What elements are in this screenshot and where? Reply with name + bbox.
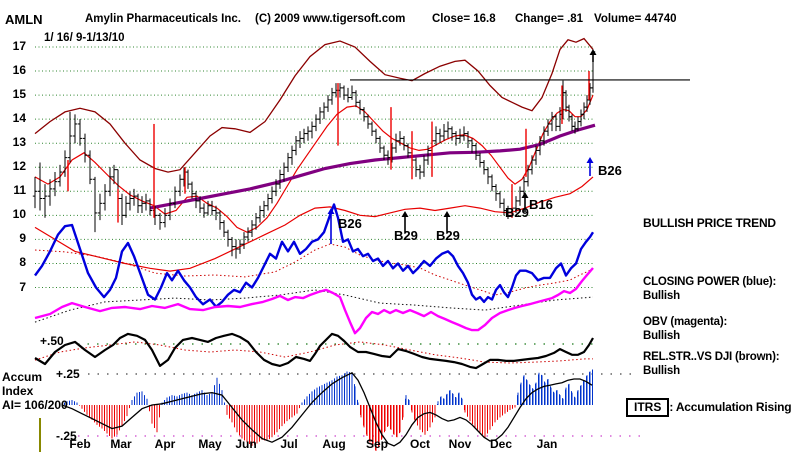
signal-label: B16 [529, 197, 553, 212]
relstr-label: REL.STR..VS DJI (brown): [643, 351, 780, 363]
accum-index-histogram [61, 369, 593, 451]
month-label: Dec [489, 437, 513, 451]
price-tick-label: 17 [12, 39, 26, 53]
change-value: Change= .81 [515, 13, 584, 25]
obv-label: OBV (magenta): [643, 316, 728, 328]
company-name: Amylin Pharmaceuticals Inc. [85, 13, 241, 25]
month-label: Feb [69, 437, 91, 451]
volume-value: Volume= 44740 [594, 13, 677, 25]
signal-label: B29 [394, 228, 418, 243]
price-tick-label: 8 [19, 255, 26, 270]
copyright-text: (C) 2009 www.tigersoft.com [255, 13, 406, 25]
month-label: Nov [448, 437, 472, 451]
price-trend-status: BULLISH PRICE TREND [643, 216, 776, 230]
itrs-row: ITRS: Accumulation Rising [626, 398, 792, 417]
price-tick-label: 11 [13, 183, 26, 198]
ref-label-plus50: +.50 [40, 334, 64, 348]
ref-label-minus25: -.25 [56, 429, 77, 443]
month-label: Oct [409, 437, 431, 451]
signal-label: B29 [436, 228, 460, 243]
lower-band-line [34, 176, 594, 272]
price-tick-label: 10 [12, 207, 26, 222]
close-value: Close= 16.8 [432, 13, 496, 25]
ticker-symbol: AMLN [5, 12, 43, 27]
itrs-status: : Accumulation Rising [669, 400, 792, 414]
signal-label: B26 [338, 216, 362, 231]
closing-power-label: CLOSING POWER (blue): [643, 276, 777, 288]
month-label: Mar [110, 437, 132, 451]
closing-power-status: Bullish [643, 290, 680, 302]
month-label: Jun [235, 437, 257, 451]
price-tick-label: 15 [12, 87, 26, 102]
itrs-badge: ITRS [626, 398, 670, 417]
date-range: 1/ 16/ 9-1/13/10 [44, 32, 125, 44]
accum-signal-line [61, 371, 593, 447]
accum-label-1: Accum [2, 370, 43, 384]
price-tick-label: 7 [19, 279, 26, 294]
price-tick-label: 9 [19, 231, 26, 246]
month-label: Aug [322, 437, 346, 451]
relstr-status: Bullish [643, 365, 680, 377]
price-tick-label: 12 [12, 159, 26, 174]
relstr-line [34, 332, 594, 370]
ref-label-plus25: +.25 [56, 367, 80, 381]
month-label: Apr [154, 437, 176, 451]
month-label: Jan [536, 437, 558, 451]
month-label: Sep [365, 437, 389, 451]
cp-dotted-line [34, 243, 594, 296]
accum-label-2: Index [2, 384, 34, 398]
price-tick-label: 16 [12, 63, 26, 78]
signal-label: B26 [598, 163, 622, 178]
month-label: May [198, 437, 222, 451]
obv-status: Bullish [643, 330, 680, 342]
price-tick-label: 13 [12, 135, 26, 150]
signal-label: B29 [505, 205, 529, 220]
closing-power-line [34, 203, 595, 308]
candlesticks [32, 49, 596, 259]
obv-line [34, 267, 594, 335]
price-tick-label: 14 [12, 111, 26, 126]
month-label: Jul [280, 437, 298, 451]
ai-value-label: AI= 106/200 [2, 398, 68, 412]
upper-band-line [34, 37, 594, 173]
